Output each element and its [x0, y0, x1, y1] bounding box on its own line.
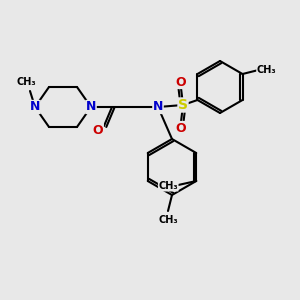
Text: N: N [86, 100, 96, 113]
Text: CH₃: CH₃ [158, 181, 178, 191]
Text: N: N [153, 100, 163, 113]
Text: O: O [93, 124, 103, 136]
Text: CH₃: CH₃ [16, 77, 36, 87]
Text: O: O [176, 76, 186, 88]
Text: CH₃: CH₃ [158, 215, 178, 225]
Text: N: N [30, 100, 40, 113]
Text: S: S [178, 98, 188, 112]
Text: CH₃: CH₃ [257, 65, 276, 75]
Text: O: O [176, 122, 186, 134]
